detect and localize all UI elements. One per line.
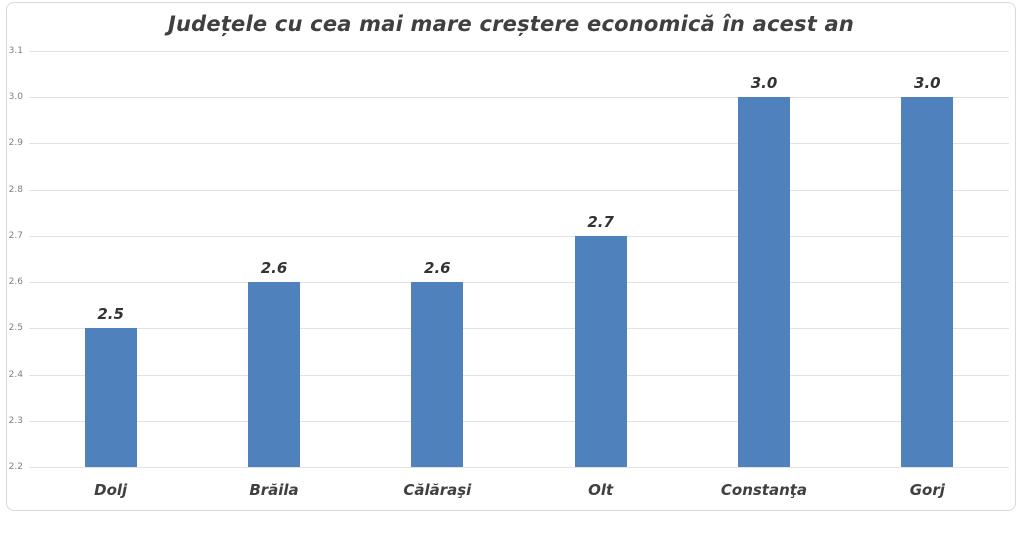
gridline xyxy=(29,282,1009,284)
gridline xyxy=(29,328,1009,330)
x-axis: Dolj Brăila Călăraşi Olt Constanţa Gorj xyxy=(29,481,1009,499)
y-tick-label: 2.5 xyxy=(8,323,23,334)
gridline xyxy=(29,467,1009,468)
gridline xyxy=(29,374,1009,376)
bar xyxy=(574,235,627,467)
gridline xyxy=(29,235,1009,237)
bar-group: 2.5 xyxy=(29,51,192,467)
bar-group: 3.0 xyxy=(682,51,845,467)
bar-value-label: 3.0 xyxy=(914,74,941,93)
x-axis-label: Constanţa xyxy=(720,481,808,499)
gridline xyxy=(29,97,1009,99)
y-tick-label: 3.0 xyxy=(8,92,23,103)
y-tick-label: 2.2 xyxy=(8,462,23,472)
bar-group: 2.7 xyxy=(519,51,682,467)
x-axis-label: Brăila xyxy=(249,481,299,499)
y-tick-label: 2.4 xyxy=(8,369,23,380)
chart-title: Județele cu cea mai mare creștere econom… xyxy=(167,12,854,36)
bar xyxy=(737,97,790,467)
gridline xyxy=(29,51,1009,52)
gridline xyxy=(29,189,1009,191)
x-axis-label: Dolj xyxy=(94,481,128,499)
x-axis-label: Călăraşi xyxy=(403,481,472,499)
bar-group: 2.6 xyxy=(192,51,355,467)
bar-value-label: 2.6 xyxy=(424,259,451,278)
x-axis-label: Olt xyxy=(588,481,614,499)
bar xyxy=(411,282,464,467)
bar-value-label: 2.6 xyxy=(260,259,288,278)
bar-group: 2.6 xyxy=(356,51,519,467)
x-axis-label: Gorj xyxy=(909,481,945,499)
gridline xyxy=(29,143,1009,145)
bar xyxy=(84,328,137,467)
bar-group: 3.0 xyxy=(846,51,1009,467)
y-tick-label: 2.9 xyxy=(8,138,23,149)
y-tick-label: 2.7 xyxy=(8,230,23,241)
bar-value-label: 2.7 xyxy=(587,212,614,231)
plot-area: 3.1 3.0 2.9 2.8 2.7 2.6 2.5 2.4 2.3 2.2 2.5 2.6 2.6 2… xyxy=(9,46,1009,472)
bar xyxy=(247,282,300,467)
y-tick-label: 3.1 xyxy=(8,46,23,56)
y-tick-label: 2.3 xyxy=(8,415,23,426)
gridline xyxy=(29,420,1009,422)
bar xyxy=(901,97,954,467)
bar-value-label: 2.5 xyxy=(97,305,124,324)
y-tick-label: 2.6 xyxy=(8,277,23,288)
chart-frame: Județele cu cea mai mare creștere econom… xyxy=(6,2,1016,511)
y-tick-label: 2.8 xyxy=(8,184,23,195)
bar-value-label: 3.0 xyxy=(750,74,778,93)
